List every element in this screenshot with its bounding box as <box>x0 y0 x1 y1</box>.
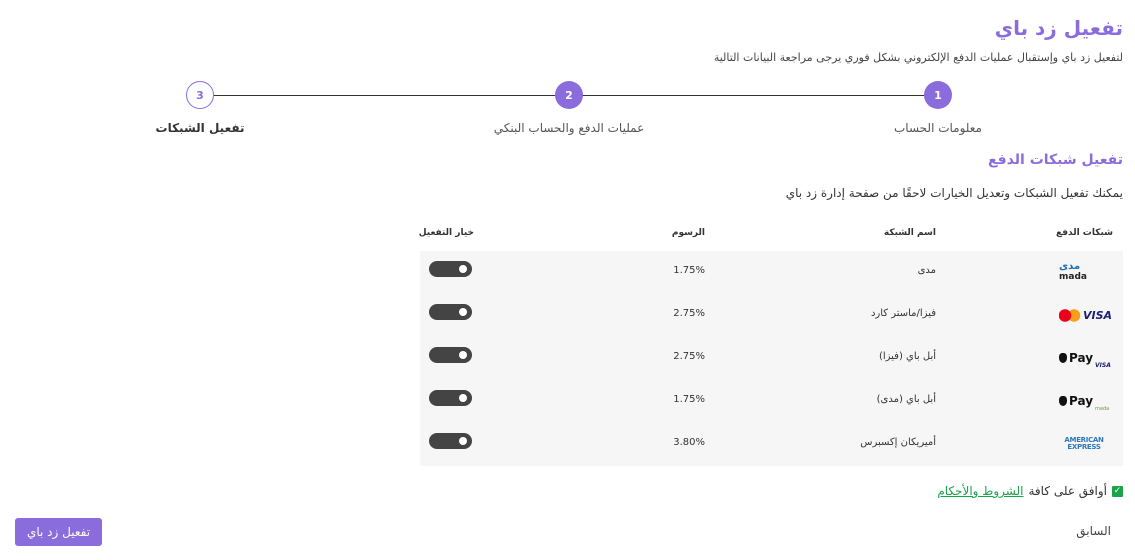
network-logo: AMERICAN EXPRESS <box>1059 433 1113 455</box>
step-label: تفعيل الشبكات <box>155 121 245 135</box>
network-logo: VISA <box>1059 304 1113 326</box>
table-row: Pay VISA أبل باي (فيزا) 2.75% <box>420 337 1123 380</box>
network-name: فيزا/ماستر كارد <box>870 308 936 319</box>
terms-link[interactable]: الشروط والأحكام <box>937 484 1024 498</box>
network-fee: 3.80% <box>673 437 705 448</box>
network-fee: 2.75% <box>673 308 705 319</box>
network-name: مدى <box>917 265 936 276</box>
page-title: تفعيل زد باي <box>994 16 1123 40</box>
page-subtitle: لتفعيل زد باي وإستقبال عمليات الدفع الإل… <box>713 51 1123 64</box>
apple-icon <box>1059 353 1067 363</box>
table-row: VISA فيزا/ماستر كارد 2.75% <box>420 294 1123 337</box>
column-header: شبكات الدفع <box>1055 228 1113 238</box>
step-circle: 1 <box>924 81 952 109</box>
table-row: مدى mada مدى 1.75% <box>420 251 1123 294</box>
network-fee: 2.75% <box>673 351 705 362</box>
network-name: أبل باي (مدى) <box>876 394 936 405</box>
activation-toggle[interactable] <box>429 304 472 320</box>
apple-icon <box>1059 396 1067 406</box>
logo-text: Pay <box>1069 394 1094 408</box>
network-logo: Pay VISA <box>1059 347 1113 369</box>
terms-text: أوافق على كافة <box>1028 484 1107 498</box>
logo-text: مدى <box>1059 261 1081 272</box>
step-label: معلومات الحساب <box>894 121 982 135</box>
step-label: عمليات الدفع والحساب البنكي <box>493 121 645 135</box>
section-description: يمكنك تفعيل الشبكات وتعديل الخيارات لاحق… <box>785 186 1123 200</box>
network-logo: مدى mada <box>1059 261 1113 283</box>
column-header: اسم الشبكة <box>883 228 936 238</box>
network-name: أميريكان إكسبرس <box>860 437 936 448</box>
step-circle: 2 <box>555 81 583 109</box>
submit-button[interactable]: تفعيل زد باي <box>15 518 102 546</box>
logo-text: mada <box>1059 272 1087 282</box>
mastercard-icon <box>1059 308 1081 322</box>
logo-text: VISA <box>1095 362 1111 369</box>
column-header: خيار التفعيل <box>418 228 474 238</box>
network-fee: 1.75% <box>673 394 705 405</box>
activation-toggle[interactable] <box>429 433 472 449</box>
network-logo: Pay mada <box>1059 390 1113 412</box>
table-row: AMERICAN EXPRESS أميريكان إكسبرس 3.80% <box>420 423 1123 466</box>
logo-text: Pay <box>1069 351 1094 365</box>
section-title: تفعيل شبكات الدفع <box>987 152 1123 168</box>
network-name: أبل باي (فيزا) <box>878 351 936 362</box>
activation-toggle[interactable] <box>429 390 472 406</box>
logo-text: mada <box>1095 406 1110 412</box>
network-fee: 1.75% <box>673 265 705 276</box>
terms: ✓ أوافق على كافة الشروط والأحكام <box>937 484 1123 498</box>
checkbox[interactable]: ✓ <box>1112 485 1123 497</box>
activation-toggle[interactable] <box>429 347 472 363</box>
logo-text: AMERICAN EXPRESS <box>1064 436 1104 451</box>
logo-text: VISA <box>1083 308 1113 322</box>
table-row: Pay mada أبل باي (مدى) 1.75% <box>420 380 1123 423</box>
activation-toggle[interactable] <box>429 261 472 277</box>
step-circle: 3 <box>186 81 214 109</box>
back-button[interactable]: السابق <box>1076 524 1111 538</box>
column-header: الرسوم <box>671 228 705 238</box>
